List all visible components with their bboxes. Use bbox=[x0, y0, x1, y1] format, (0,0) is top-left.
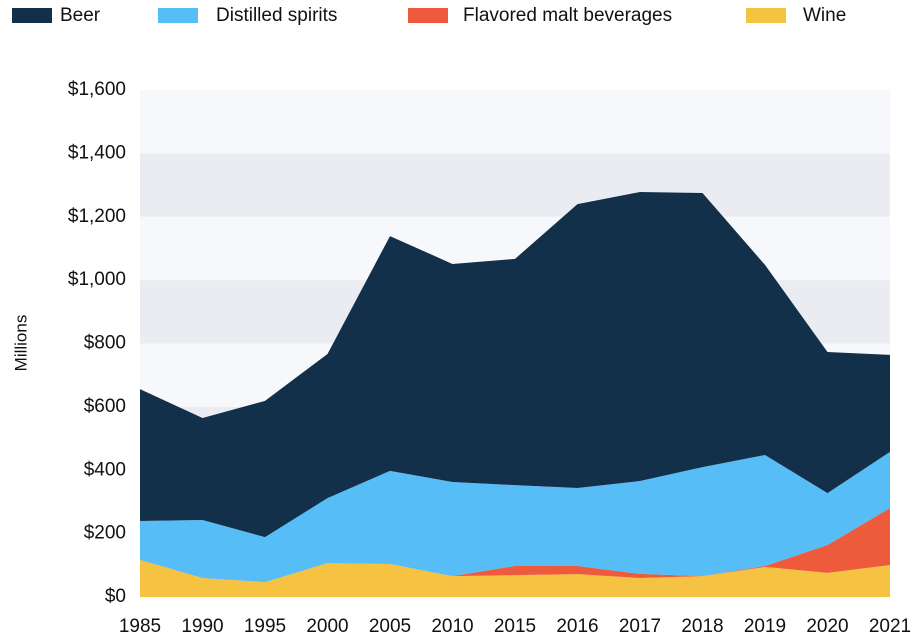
area bbox=[140, 507, 890, 583]
x-tick-label: 2005 bbox=[369, 616, 411, 637]
y-tick-label: $600 bbox=[84, 396, 126, 417]
y-tick-label: $800 bbox=[84, 333, 126, 354]
legend-swatch bbox=[12, 8, 52, 23]
area bbox=[140, 451, 890, 583]
y-tick-label: $1,200 bbox=[68, 206, 126, 227]
x-tick-label: 2018 bbox=[681, 616, 723, 637]
x-tick-label: 2016 bbox=[556, 616, 598, 637]
legend-swatch bbox=[408, 8, 448, 23]
legend-label: Distilled spirits bbox=[216, 5, 337, 26]
x-tick-label: 2010 bbox=[431, 616, 473, 637]
legend-label: Wine bbox=[803, 5, 846, 26]
legend-swatch bbox=[746, 8, 786, 23]
x-tick-label: 2020 bbox=[806, 616, 848, 637]
grid-band bbox=[140, 90, 890, 154]
area bbox=[140, 192, 890, 538]
x-tick-label: 2021 bbox=[869, 616, 911, 637]
x-tick-label: 2015 bbox=[494, 616, 536, 637]
x-tick-label: 2000 bbox=[306, 616, 348, 637]
y-axis-label: Millions bbox=[11, 315, 30, 372]
grid-band bbox=[140, 153, 890, 217]
y-tick-label: $400 bbox=[84, 459, 126, 480]
area bbox=[140, 559, 890, 597]
x-tick-label: 1995 bbox=[244, 616, 286, 637]
x-tick-label: 2017 bbox=[619, 616, 661, 637]
y-tick-label: $0 bbox=[105, 586, 126, 607]
x-tick-label: 1990 bbox=[181, 616, 223, 637]
legend-swatch bbox=[158, 8, 198, 23]
y-tick-label: $1,000 bbox=[68, 269, 126, 290]
y-tick-label: $200 bbox=[84, 523, 126, 544]
y-tick-label: $1,400 bbox=[68, 142, 126, 163]
x-tick-label: 1985 bbox=[119, 616, 161, 637]
legend-label: Flavored malt beverages bbox=[463, 5, 672, 26]
x-tick-label: 2019 bbox=[744, 616, 786, 637]
y-tick-label: $1,600 bbox=[68, 79, 126, 100]
legend-label: Beer bbox=[60, 5, 101, 26]
